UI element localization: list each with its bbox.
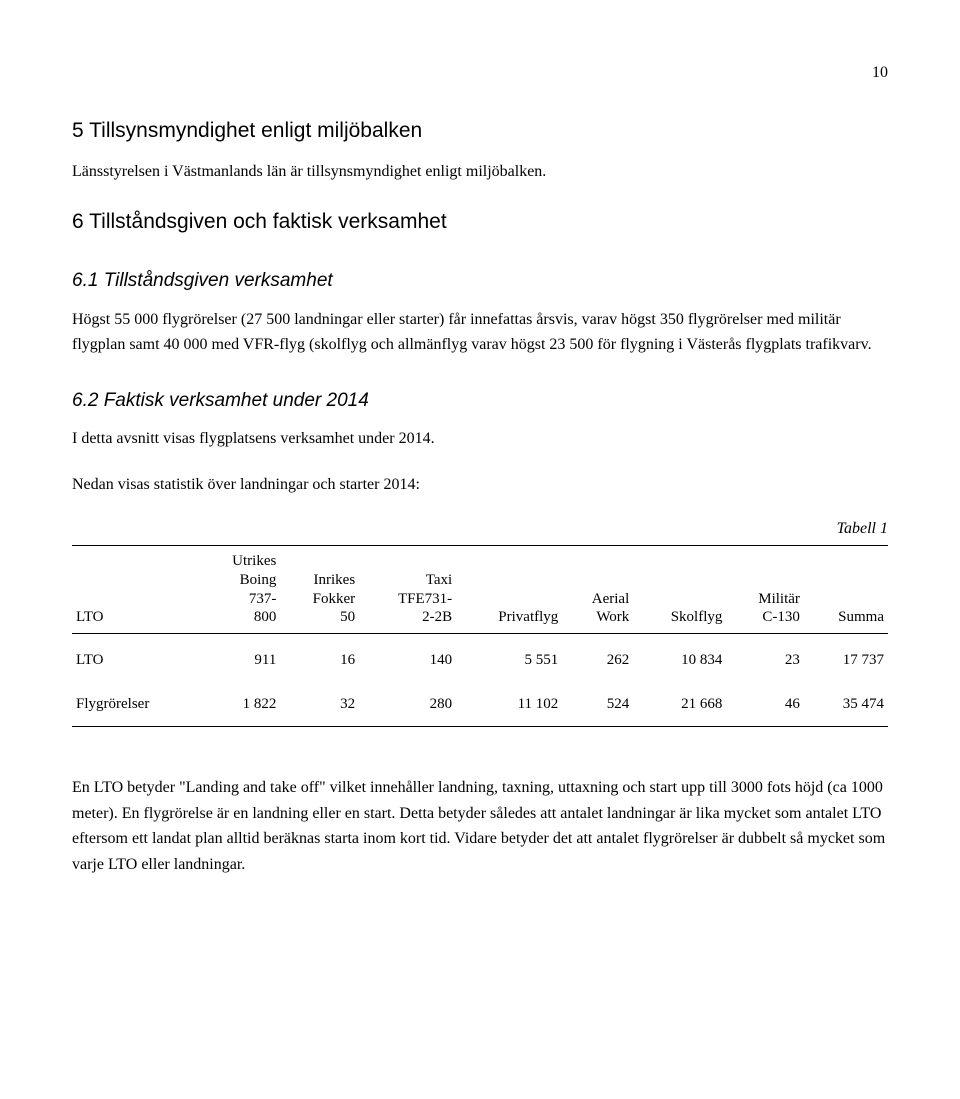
cell: 140 [359, 634, 456, 687]
paragraph-6-1: Högst 55 000 flygrörelser (27 500 landni… [72, 307, 888, 358]
cell: 32 [280, 686, 359, 727]
cell: 280 [359, 686, 456, 727]
table-header-row: LTO UtrikesBoing737-800 InrikesFokker50 … [72, 546, 888, 634]
cell: 17 737 [804, 634, 888, 687]
paragraph-6-2-intro: I detta avsnitt visas flygplatsens verks… [72, 426, 888, 452]
cell: 11 102 [456, 686, 562, 727]
cell: 23 [726, 634, 804, 687]
col-skolflyg: Skolflyg [633, 546, 726, 634]
col-lto: LTO [72, 546, 199, 634]
cell: 35 474 [804, 686, 888, 727]
cell: 1 822 [199, 686, 280, 727]
heading-section-5: 5 Tillsynsmyndighet enligt miljöbalken [72, 114, 888, 148]
paragraph-5: Länsstyrelsen i Västmanlands län är till… [72, 159, 888, 185]
col-summa: Summa [804, 546, 888, 634]
col-privatflyg: Privatflyg [456, 546, 562, 634]
cell: 5 551 [456, 634, 562, 687]
paragraph-6-2-stats: Nedan visas statistik över landningar oc… [72, 472, 888, 498]
cell: 16 [280, 634, 359, 687]
col-utrikes: UtrikesBoing737-800 [199, 546, 280, 634]
closing-paragraph: En LTO betyder "Landing and take off" vi… [72, 775, 888, 877]
cell: 524 [562, 686, 633, 727]
cell: 262 [562, 634, 633, 687]
heading-6-1: 6.1 Tillståndsgiven verksamhet [72, 266, 888, 296]
cell: 911 [199, 634, 280, 687]
heading-section-6: 6 Tillståndsgiven och faktisk verksamhet [72, 205, 888, 239]
flight-stats-table: LTO UtrikesBoing737-800 InrikesFokker50 … [72, 545, 888, 727]
table-row: LTO 911 16 140 5 551 262 10 834 23 17 73… [72, 634, 888, 687]
col-inrikes: InrikesFokker50 [280, 546, 359, 634]
col-taxi: TaxiTFE731-2-2B [359, 546, 456, 634]
col-militar: MilitärC-130 [726, 546, 804, 634]
row-label: Flygrörelser [72, 686, 199, 727]
page-number: 10 [72, 60, 888, 86]
row-label: LTO [72, 634, 199, 687]
table-row: Flygrörelser 1 822 32 280 11 102 524 21 … [72, 686, 888, 727]
col-aerial: AerialWork [562, 546, 633, 634]
cell: 10 834 [633, 634, 726, 687]
cell: 21 668 [633, 686, 726, 727]
table-caption: Tabell 1 [72, 516, 888, 542]
cell: 46 [726, 686, 804, 727]
heading-6-2: 6.2 Faktisk verksamhet under 2014 [72, 386, 888, 416]
